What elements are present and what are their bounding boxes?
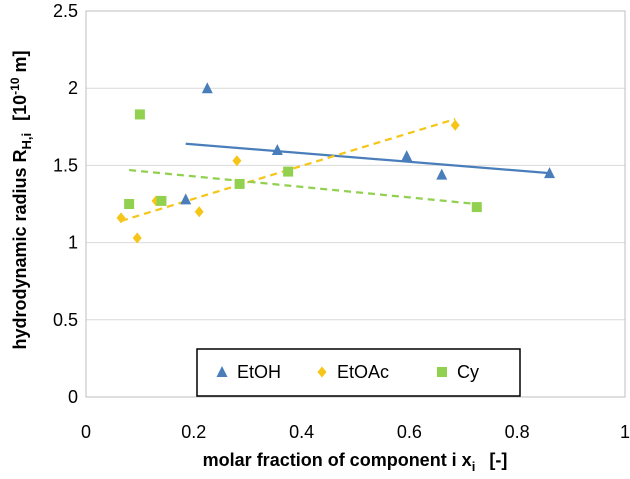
data-point-cy xyxy=(124,199,135,209)
data-point-etoh xyxy=(401,150,413,162)
y-axis-title-sub: H,i xyxy=(19,133,34,150)
legend-marker-cy xyxy=(437,367,447,377)
y-tick-label: 2 xyxy=(68,78,78,98)
trendline-etoh xyxy=(185,142,550,175)
gridlines xyxy=(86,87,625,321)
y-axis-title-unit-tail: m] xyxy=(10,50,30,77)
y-axis-title-main: hydrodynamic radius R xyxy=(10,149,30,349)
data-point-etoh xyxy=(180,193,192,205)
legend: EtOH EtOAc Cy xyxy=(196,348,521,397)
x-tick-label: 0.6 xyxy=(397,422,422,442)
data-point-cy xyxy=(156,195,167,206)
x-axis-title-unit: [-] xyxy=(489,450,507,470)
x-tick-label: 0.2 xyxy=(181,422,206,442)
data-point-etoac xyxy=(116,212,126,224)
y-axis-title-unit: [10 xyxy=(10,95,30,121)
tick-labels: 0 0.5 1 1.5 2 2.5 0 0.2 0.4 0.6 0.8 1 xyxy=(53,1,630,442)
y-axis-title: hydrodynamic radius RH,i [10-10 m] xyxy=(8,50,34,349)
legend-items: EtOH EtOAc Cy xyxy=(216,362,479,382)
legend-marker-etoac xyxy=(317,366,327,378)
trendlines xyxy=(120,118,550,223)
plot-area-border xyxy=(85,10,626,398)
x-tick-label: 0.8 xyxy=(505,422,530,442)
legend-label-cy: Cy xyxy=(457,362,479,382)
data-point-cy xyxy=(471,202,482,213)
legend-label-etoh: EtOH xyxy=(237,362,281,382)
y-tick-label: 1.5 xyxy=(53,155,78,175)
data-point-etoh xyxy=(544,167,556,179)
data-point-etoh xyxy=(436,168,448,180)
x-axis-title: molar fraction of component i xi [-] xyxy=(203,450,508,474)
x-tick-label: 1 xyxy=(620,422,630,442)
data-points xyxy=(116,82,556,244)
y-axis-title-unit-exp: -10 xyxy=(8,77,22,95)
y-tick-label: 1 xyxy=(68,233,78,253)
data-point-cy xyxy=(134,109,145,120)
y-tick-label: 0.5 xyxy=(53,310,78,330)
data-point-cy xyxy=(234,178,245,189)
x-axis-title-sub: i xyxy=(472,459,476,474)
legend-box xyxy=(196,348,521,397)
y-tick-label: 2.5 xyxy=(53,1,78,21)
data-point-etoac xyxy=(450,119,460,131)
x-tick-label: 0.4 xyxy=(289,422,314,442)
trendline-cy xyxy=(129,168,477,206)
x-axis-title-main: molar fraction of component i x xyxy=(203,450,472,470)
data-point-etoac xyxy=(194,206,204,218)
y-tick-label: 0 xyxy=(68,387,78,407)
data-point-etoac xyxy=(132,232,142,244)
legend-marker-etoh xyxy=(216,366,228,377)
data-point-etoh xyxy=(271,143,283,155)
data-point-cy xyxy=(283,166,294,177)
data-point-etoac xyxy=(232,155,242,167)
legend-label-etoac: EtOAc xyxy=(337,362,389,382)
x-tick-label: 0 xyxy=(81,422,91,442)
data-point-etoh xyxy=(201,82,213,94)
